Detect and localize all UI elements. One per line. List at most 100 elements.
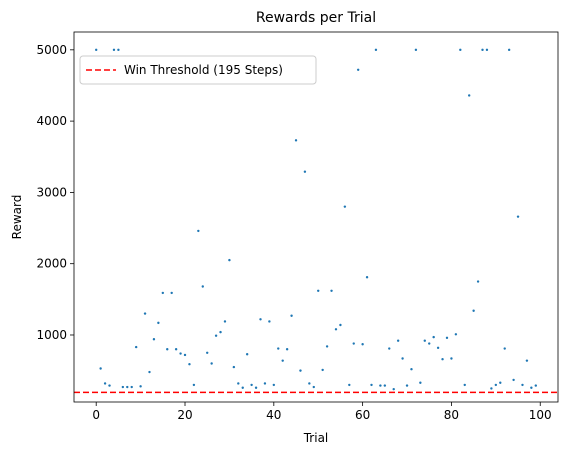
y-tick-label: 5000 bbox=[36, 43, 67, 57]
data-point bbox=[254, 386, 258, 389]
legend-label: Win Threshold (195 Steps) bbox=[124, 63, 283, 77]
data-point bbox=[223, 320, 227, 323]
data-point bbox=[352, 342, 355, 345]
data-point bbox=[259, 318, 262, 321]
data-point bbox=[428, 342, 431, 345]
data-point bbox=[485, 48, 489, 52]
chart-title: Rewards per Trial bbox=[256, 10, 376, 26]
data-point bbox=[197, 229, 200, 233]
data-point bbox=[419, 381, 422, 384]
data-point bbox=[467, 94, 471, 97]
x-axis-ticks: 0 20 40 60 80 100 bbox=[92, 402, 552, 422]
data-point bbox=[325, 345, 329, 348]
data-point bbox=[166, 348, 169, 351]
data-point bbox=[241, 386, 244, 389]
y-axis-ticks: 1000 2000 3000 4000 5000 bbox=[36, 43, 74, 342]
data-point bbox=[112, 48, 116, 52]
data-point bbox=[237, 382, 240, 385]
data-point bbox=[481, 48, 484, 52]
data-point bbox=[228, 258, 231, 262]
data-point bbox=[139, 385, 142, 388]
data-point bbox=[263, 382, 267, 385]
data-point bbox=[157, 321, 160, 325]
data-point bbox=[179, 352, 182, 355]
data-point bbox=[503, 347, 506, 350]
data-point bbox=[170, 291, 173, 295]
data-point bbox=[290, 314, 293, 317]
data-point bbox=[441, 358, 444, 361]
data-point bbox=[152, 338, 156, 341]
data-point bbox=[396, 339, 400, 342]
data-point bbox=[472, 309, 475, 312]
x-tick-label: 60 bbox=[355, 408, 370, 422]
data-point bbox=[210, 362, 213, 365]
y-tick-label: 4000 bbox=[36, 114, 67, 128]
data-point bbox=[277, 347, 280, 350]
data-point bbox=[272, 383, 276, 387]
data-point bbox=[232, 365, 236, 369]
data-point bbox=[521, 383, 524, 387]
data-point bbox=[525, 359, 529, 362]
data-point bbox=[410, 368, 413, 371]
data-point bbox=[490, 387, 493, 390]
data-point bbox=[361, 343, 364, 346]
x-tick-label: 100 bbox=[529, 408, 552, 422]
data-point bbox=[250, 383, 253, 387]
data-point bbox=[192, 383, 196, 387]
data-point bbox=[206, 351, 209, 355]
data-point bbox=[317, 289, 320, 292]
data-point bbox=[454, 333, 458, 336]
x-tick-label: 80 bbox=[444, 408, 459, 422]
plot-frame bbox=[73, 31, 559, 403]
x-tick-label: 40 bbox=[266, 408, 281, 422]
data-point bbox=[161, 291, 165, 295]
data-point bbox=[103, 382, 107, 385]
data-point bbox=[388, 347, 391, 350]
y-tick-label: 2000 bbox=[36, 257, 67, 271]
data-point bbox=[423, 339, 426, 342]
data-point bbox=[343, 205, 347, 208]
data-point bbox=[117, 48, 120, 52]
data-point bbox=[476, 280, 480, 283]
data-point bbox=[414, 48, 418, 52]
data-point bbox=[370, 383, 373, 387]
data-point bbox=[99, 367, 102, 370]
data-point bbox=[299, 369, 302, 372]
data-point bbox=[356, 68, 360, 71]
data-point bbox=[219, 330, 222, 334]
data-point bbox=[494, 383, 498, 387]
data-point bbox=[285, 348, 289, 351]
data-point bbox=[126, 385, 129, 389]
data-point bbox=[174, 348, 178, 351]
data-point bbox=[401, 357, 404, 360]
data-point bbox=[268, 320, 271, 323]
data-point bbox=[374, 48, 378, 52]
data-point bbox=[330, 289, 333, 292]
data-point bbox=[459, 48, 462, 52]
data-point bbox=[450, 357, 453, 360]
data-point bbox=[121, 385, 125, 389]
data-point bbox=[530, 386, 533, 389]
data-point bbox=[95, 48, 98, 52]
data-point bbox=[134, 345, 138, 349]
data-point bbox=[432, 335, 435, 339]
x-axis-title: Trial bbox=[303, 431, 329, 445]
data-point bbox=[365, 276, 369, 279]
data-point bbox=[188, 363, 191, 366]
data-point bbox=[463, 383, 466, 387]
data-point bbox=[108, 384, 111, 387]
data-point bbox=[436, 346, 440, 350]
y-tick-label: 3000 bbox=[36, 185, 67, 199]
data-point bbox=[392, 387, 395, 391]
data-point bbox=[534, 384, 537, 387]
data-point bbox=[445, 336, 449, 340]
data-point bbox=[143, 312, 147, 315]
data-point bbox=[201, 285, 204, 288]
data-point bbox=[348, 383, 351, 387]
data-point bbox=[339, 323, 342, 327]
data-point bbox=[308, 382, 311, 385]
data-point bbox=[214, 334, 218, 337]
data-point bbox=[148, 370, 151, 374]
data-point bbox=[130, 385, 133, 389]
